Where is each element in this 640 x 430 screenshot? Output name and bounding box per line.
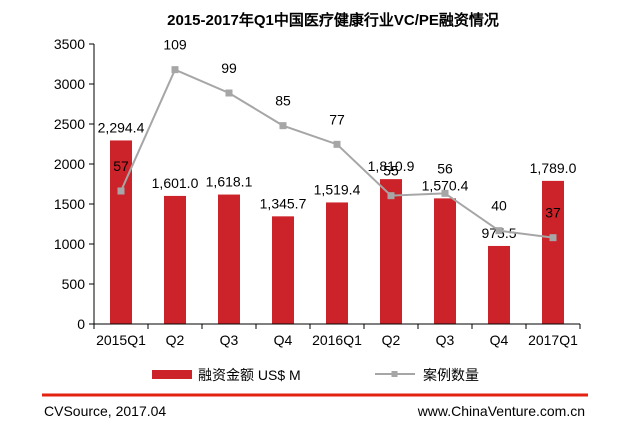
line-data-label: 77 bbox=[329, 111, 345, 127]
line-series bbox=[117, 66, 557, 242]
bar-data-label: 1,810.9 bbox=[368, 158, 415, 174]
y-tick-label: 1500 bbox=[54, 196, 85, 212]
bar-data-label: 1,789.0 bbox=[530, 160, 577, 176]
bar-data-label: 1,519.4 bbox=[314, 181, 361, 197]
bar bbox=[218, 194, 240, 324]
bar bbox=[110, 140, 132, 324]
legend: 融资金额 US$ M 案例数量 bbox=[152, 367, 479, 383]
bar-data-label: 1,345.7 bbox=[260, 195, 307, 211]
bar bbox=[326, 202, 348, 324]
bar-data-labels: 2,294.4 1,601.0 1,618.1 1,345.7 1,519.4 1,810… bbox=[98, 119, 577, 241]
x-tick-label: Q3 bbox=[436, 332, 455, 348]
y-axis: 0 500 1000 1500 2000 2500 3000 3500 bbox=[54, 36, 95, 332]
bar bbox=[488, 245, 510, 324]
footer-source: CVSource, 2017.04 bbox=[44, 403, 166, 419]
line-data-label: 37 bbox=[545, 205, 561, 221]
y-tick-label: 3500 bbox=[54, 36, 85, 52]
x-tick-label: Q2 bbox=[166, 332, 185, 348]
line-point bbox=[549, 234, 557, 242]
legend-bar-swatch bbox=[152, 370, 192, 379]
line-point bbox=[225, 89, 233, 97]
line-data-label: 56 bbox=[437, 160, 453, 176]
bar bbox=[434, 198, 456, 324]
x-tick-label: Q3 bbox=[220, 332, 239, 348]
x-tick-label: 2015Q1 bbox=[96, 332, 146, 348]
legend-line-marker bbox=[391, 371, 398, 377]
y-tick-label: 3000 bbox=[54, 76, 85, 92]
line-point bbox=[441, 189, 449, 197]
line-point bbox=[279, 122, 287, 130]
y-tick-label: 2500 bbox=[54, 116, 85, 132]
y-tick-label: 2000 bbox=[54, 156, 85, 172]
line-data-label: 85 bbox=[275, 93, 291, 109]
y-tick-label: 0 bbox=[77, 316, 85, 332]
line-point bbox=[495, 227, 503, 235]
x-tick-label: Q4 bbox=[274, 332, 293, 348]
line-point bbox=[387, 192, 395, 200]
bar bbox=[542, 180, 564, 324]
x-tick-label: Q4 bbox=[490, 332, 509, 348]
x-tick-label: Q2 bbox=[382, 332, 401, 348]
bar-data-label: 2,294.4 bbox=[98, 119, 145, 135]
x-tick-label: 2017Q1 bbox=[528, 332, 578, 348]
bar bbox=[380, 179, 402, 324]
y-tick-label: 500 bbox=[62, 276, 86, 292]
line-point bbox=[171, 66, 179, 74]
line-data-labels: 57 109 99 85 77 55 56 40 37 bbox=[113, 37, 561, 221]
line-data-label: 55 bbox=[383, 163, 399, 179]
x-tick-label: 2016Q1 bbox=[312, 332, 362, 348]
bar-data-label: 1,570.4 bbox=[422, 177, 469, 193]
line-data-label: 57 bbox=[113, 158, 129, 174]
bar-series bbox=[110, 140, 564, 324]
line-data-label: 40 bbox=[491, 198, 507, 214]
legend-line-label: 案例数量 bbox=[423, 367, 479, 383]
chart-title: 2015-2017年Q1中国医疗健康行业VC/PE融资情况 bbox=[167, 11, 499, 29]
bar bbox=[272, 216, 294, 324]
line-point bbox=[333, 140, 341, 148]
line-data-label: 99 bbox=[221, 60, 237, 76]
line-point bbox=[117, 187, 125, 195]
legend-bar-label: 融资金额 US$ M bbox=[198, 367, 301, 383]
line-data-label: 109 bbox=[163, 37, 187, 53]
footer-website: www.ChinaVenture.com.cn bbox=[417, 403, 585, 419]
bar-data-label: 1,618.1 bbox=[206, 174, 253, 190]
x-axis: 2015Q1 Q2 Q3 Q4 2016Q1 Q2 Q3 Q4 2017Q1 bbox=[93, 323, 581, 348]
bar bbox=[164, 195, 186, 324]
y-tick-label: 1000 bbox=[54, 236, 85, 252]
bar-data-label: 1,601.0 bbox=[152, 175, 199, 191]
